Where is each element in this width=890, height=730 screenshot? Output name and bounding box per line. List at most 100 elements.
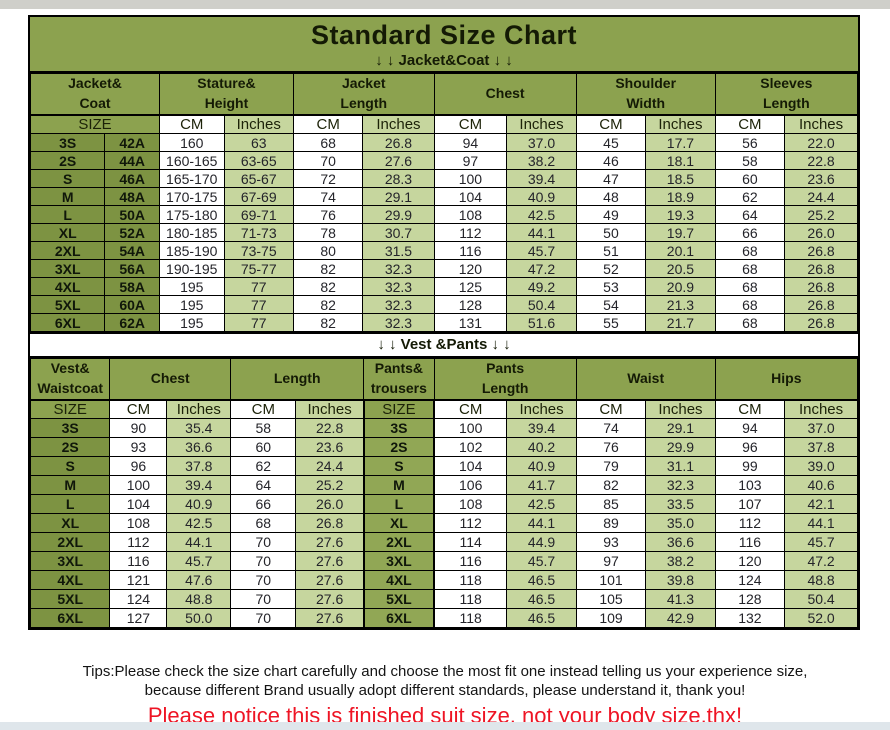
unit-header: CM [714, 399, 786, 419]
measurement-cell: 47 [575, 169, 647, 188]
measurement-cell: 19.7 [645, 223, 716, 242]
column-group-header: Chest [109, 358, 232, 401]
size-label-cell: 6XL [29, 313, 106, 332]
measurement-cell: 114 [433, 532, 508, 552]
measurement-cell: 96 [109, 456, 168, 476]
measurement-cell: 107 [714, 494, 786, 514]
unit-header: Inches [295, 399, 365, 419]
measurement-cell: 68 [230, 513, 297, 533]
measurement-cell: 79 [575, 456, 647, 476]
measurement-cell: 51.6 [506, 313, 577, 332]
size-label-cell: S [29, 169, 106, 188]
measurement-cell: 45.7 [784, 532, 858, 552]
measurement-cell: 48.8 [166, 589, 232, 609]
size-label-cell: L [362, 494, 436, 514]
measurement-cell: 120 [714, 551, 786, 571]
size-label-cell: 44A [104, 151, 160, 170]
measurement-cell: 47.2 [506, 259, 577, 278]
measurement-cell: 29.9 [362, 205, 435, 224]
measurement-cell: 40.9 [506, 187, 577, 206]
size-row: 4XL 58A 195 77 82 32.3 125 49.2 53 20.9 68 26.8 [29, 277, 858, 296]
measurement-cell: 112 [714, 513, 786, 533]
unit-header: CM [714, 114, 786, 134]
size-row: L 104 40.9 66 26.0 L 108 42.5 85 33.5 107 42.1 [29, 494, 858, 514]
measurement-cell: 19.3 [645, 205, 716, 224]
measurement-cell: 40.9 [506, 456, 577, 476]
size-row: 6XL 127 50.0 70 27.6 6XL 118 46.5 109 42.9 132 52.0 [29, 608, 858, 628]
measurement-cell: 74 [292, 187, 364, 206]
measurement-cell: 82 [292, 295, 364, 314]
page-bottom-strip [0, 722, 890, 730]
size-label-cell: 5XL [29, 295, 106, 314]
measurement-cell: 67-69 [223, 187, 294, 206]
measurement-cell: 36.6 [645, 532, 716, 552]
unit-header: Inches [223, 114, 294, 134]
measurement-cell: 124 [714, 570, 786, 590]
unit-header: CM [159, 114, 225, 134]
measurement-cell: 80 [292, 241, 364, 260]
size-label-cell: 3XL [362, 551, 436, 571]
unit-row: SIZE CM Inches CM Inches SIZE CM Inches CM Inches… [29, 399, 858, 419]
measurement-cell: 50.0 [166, 608, 232, 628]
measurement-cell: 51 [575, 241, 647, 260]
measurement-cell: 49.2 [506, 277, 577, 296]
measurement-cell: 108 [109, 513, 168, 533]
unit-header: Inches [362, 114, 435, 134]
size-row: M 48A 170-175 67-69 74 29.1 104 40.9 48 18.9 62 24.… [29, 187, 858, 206]
measurement-cell: 112 [109, 532, 168, 552]
measurement-cell: 46 [575, 151, 647, 170]
measurement-cell: 39.4 [506, 418, 577, 438]
measurement-cell: 118 [433, 570, 508, 590]
size-row: 3XL 116 45.7 70 27.6 3XL 116 45.7 97 38.2 120 47.2 [29, 551, 858, 571]
unit-header: CM [575, 399, 647, 419]
measurement-cell: 22.8 [784, 151, 858, 170]
measurement-cell: 112 [433, 513, 508, 533]
measurement-cell: 27.6 [362, 151, 435, 170]
measurement-cell: 44.1 [784, 513, 858, 533]
measurement-cell: 39.4 [506, 169, 577, 188]
size-label-cell: 3XL [29, 551, 111, 571]
measurement-cell: 50.4 [506, 295, 577, 314]
measurement-cell: 128 [714, 589, 786, 609]
size-label-cell: 60A [104, 295, 160, 314]
measurement-cell: 125 [433, 277, 508, 296]
measurement-cell: 82 [575, 475, 647, 495]
measurement-cell: 118 [433, 589, 508, 609]
size-row: 6XL 62A 195 77 82 32.3 131 51.6 55 21.7 68 26.8 [29, 313, 858, 332]
measurement-cell: 37.8 [784, 437, 858, 457]
measurement-cell: 53 [575, 277, 647, 296]
measurement-cell: 70 [230, 608, 297, 628]
measurement-cell: 20.1 [645, 241, 716, 260]
measurement-cell: 35.4 [166, 418, 232, 438]
measurement-cell: 48 [575, 187, 647, 206]
tips-line-1: Tips:Please check the size chart careful… [82, 663, 808, 680]
size-label-cell: 3S [362, 418, 436, 438]
size-row: S 46A 165-170 65-67 72 28.3 100 39.4 47 18.5 60 23.… [29, 169, 858, 188]
size-label-cell: 2S [29, 151, 106, 170]
measurement-cell: 45.7 [506, 241, 577, 260]
measurement-cell: 85 [575, 494, 647, 514]
measurement-cell: 68 [714, 277, 786, 296]
measurement-cell: 77 [223, 277, 294, 296]
measurement-cell: 116 [109, 551, 168, 571]
measurement-cell: 27.6 [295, 608, 365, 628]
column-group-header: Hips [714, 358, 859, 401]
measurement-cell: 50.4 [784, 589, 858, 609]
measurement-cell: 82 [292, 259, 364, 278]
measurement-cell: 195 [159, 295, 225, 314]
measurement-cell: 50 [575, 223, 647, 242]
size-label-cell: 2S [362, 437, 436, 457]
size-row: 3XL 56A 190-195 75-77 82 32.3 120 47.2 52 20.5 68 2… [29, 259, 858, 278]
measurement-cell: 27.6 [295, 532, 365, 552]
measurement-cell: 116 [433, 241, 508, 260]
measurement-cell: 68 [714, 259, 786, 278]
size-chart: Standard Size Chart ↓ ↓ Jacket&Coat ↓ ↓ … [28, 15, 860, 630]
measurement-cell: 26.8 [784, 241, 858, 260]
size-row: 3S 42A 160 63 68 26.8 94 37.0 45 17.7 56 22.0 [29, 133, 858, 152]
size-label-cell: 3XL [29, 259, 106, 278]
measurement-cell: 37.0 [506, 133, 577, 152]
measurement-cell: 29.9 [645, 437, 716, 457]
column-group-header: Vest& Waistcoat [29, 358, 111, 401]
measurement-cell: 45.7 [166, 551, 232, 571]
measurement-cell: 104 [109, 494, 168, 514]
